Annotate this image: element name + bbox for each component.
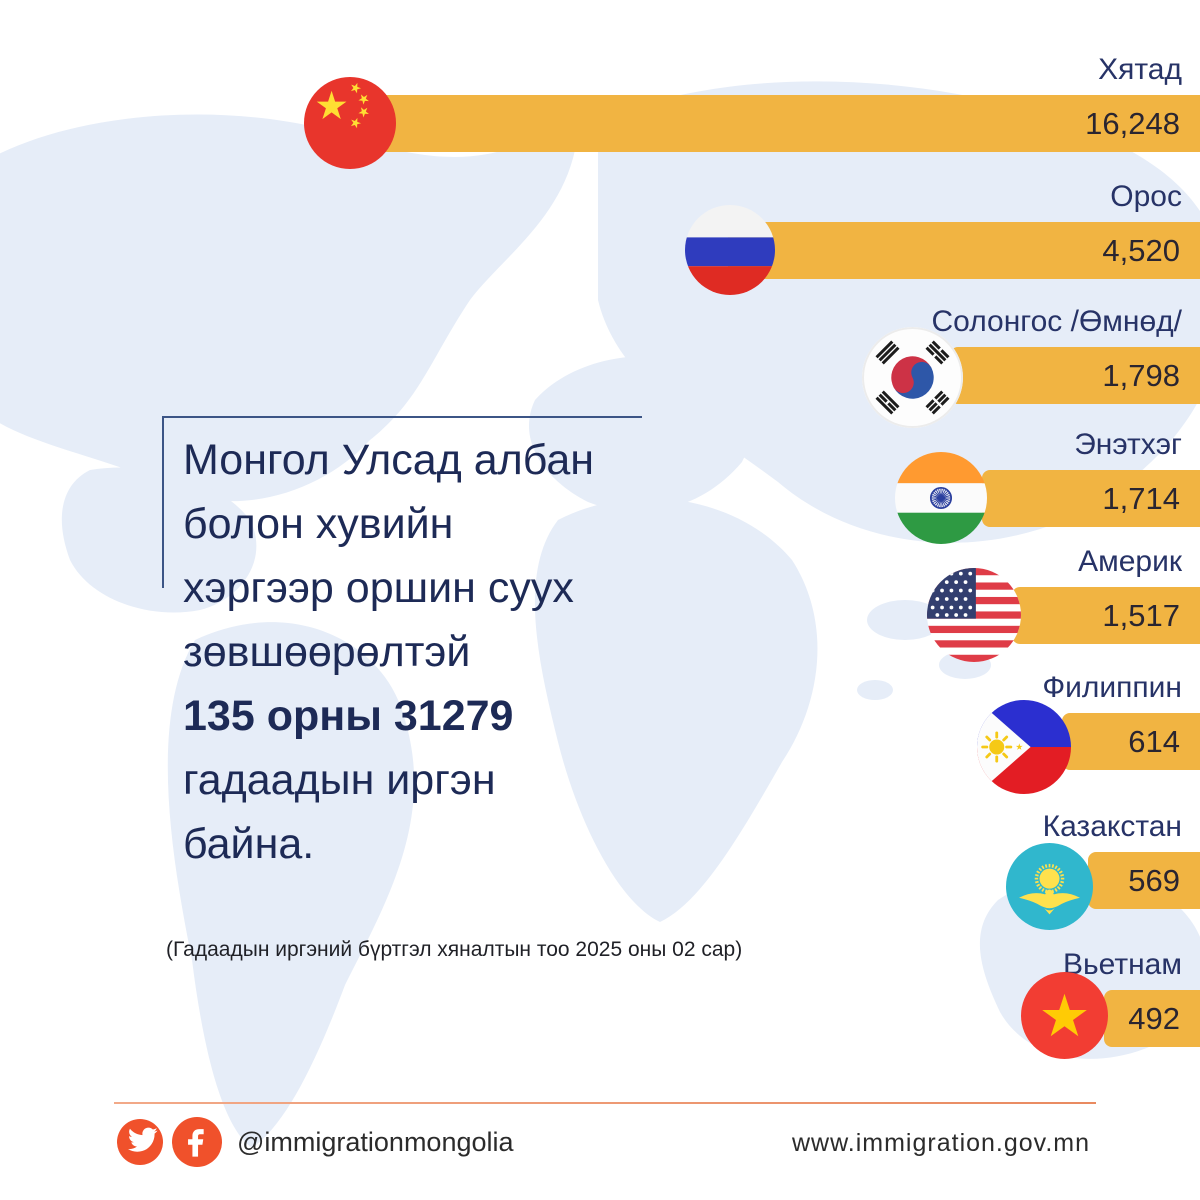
footer-divider [114,1102,1096,1104]
china-flag-icon [304,77,396,169]
south-korea-flag-icon [862,327,963,428]
value-south-korea: 1,798 [1102,358,1180,393]
bar-china: 16,248 [348,95,1200,152]
label-india: Энэтхэг [1074,428,1182,461]
label-vietnam: Вьетнам [1063,948,1182,981]
website-link[interactable]: www.immigration.gov.mn [792,1129,1091,1157]
usa-flag-icon [927,568,1021,662]
value-india: 1,714 [1102,481,1180,516]
bar-india: 1,714 [982,470,1200,527]
value-usa: 1,517 [1102,598,1180,633]
philippines-flag-icon [977,700,1071,794]
headline-left-rule [162,416,164,588]
value-russia: 4,520 [1102,233,1180,268]
label-china: Хятад [1098,53,1182,86]
label-russia: Орос [1110,180,1182,213]
headline-line-bold: 135 орны 31279 [183,692,514,740]
russia-flag-icon [685,205,775,295]
headline-line: болон хувийн [183,500,454,548]
headline-line: хэргээр оршин суух [183,564,574,612]
headline: Монгол Улсад албан болон хувийн хэргээр … [162,416,642,876]
value-philippines: 614 [1128,724,1180,759]
twitter-icon[interactable] [117,1119,163,1165]
headline-line: гадаадын иргэн [183,756,496,804]
value-china: 16,248 [1085,106,1180,141]
bar-kazakhstan: 569 [1088,852,1200,909]
value-kazakhstan: 569 [1128,863,1180,898]
label-philippines: Филиппин [1042,671,1182,704]
bar-usa: 1,517 [1012,587,1200,644]
headline-line: байна. [183,820,315,868]
headline-line: Монгол Улсад албан [183,436,594,484]
label-kazakhstan: Казакстан [1042,810,1182,843]
headline-line: зөвшөөрөлтэй [183,628,471,676]
source-note: (Гадаадын иргэний бүртгэл хяналтын тоо 2… [166,938,743,961]
kazakhstan-flag-icon [1006,843,1093,930]
facebook-icon[interactable] [172,1117,222,1167]
bar-philippines: 614 [1062,713,1200,770]
label-south-korea: Солонгос /Өмнөд/ [931,305,1182,338]
bar-south-korea: 1,798 [950,347,1200,404]
social-handle[interactable]: @immigrationmongolia [237,1127,514,1157]
india-flag-icon [895,452,987,544]
bar-russia: 4,520 [728,222,1200,279]
value-vietnam: 492 [1128,1001,1180,1036]
vietnam-flag-icon [1021,972,1108,1059]
bar-vietnam: 492 [1104,990,1200,1047]
label-usa: Америк [1078,545,1182,578]
